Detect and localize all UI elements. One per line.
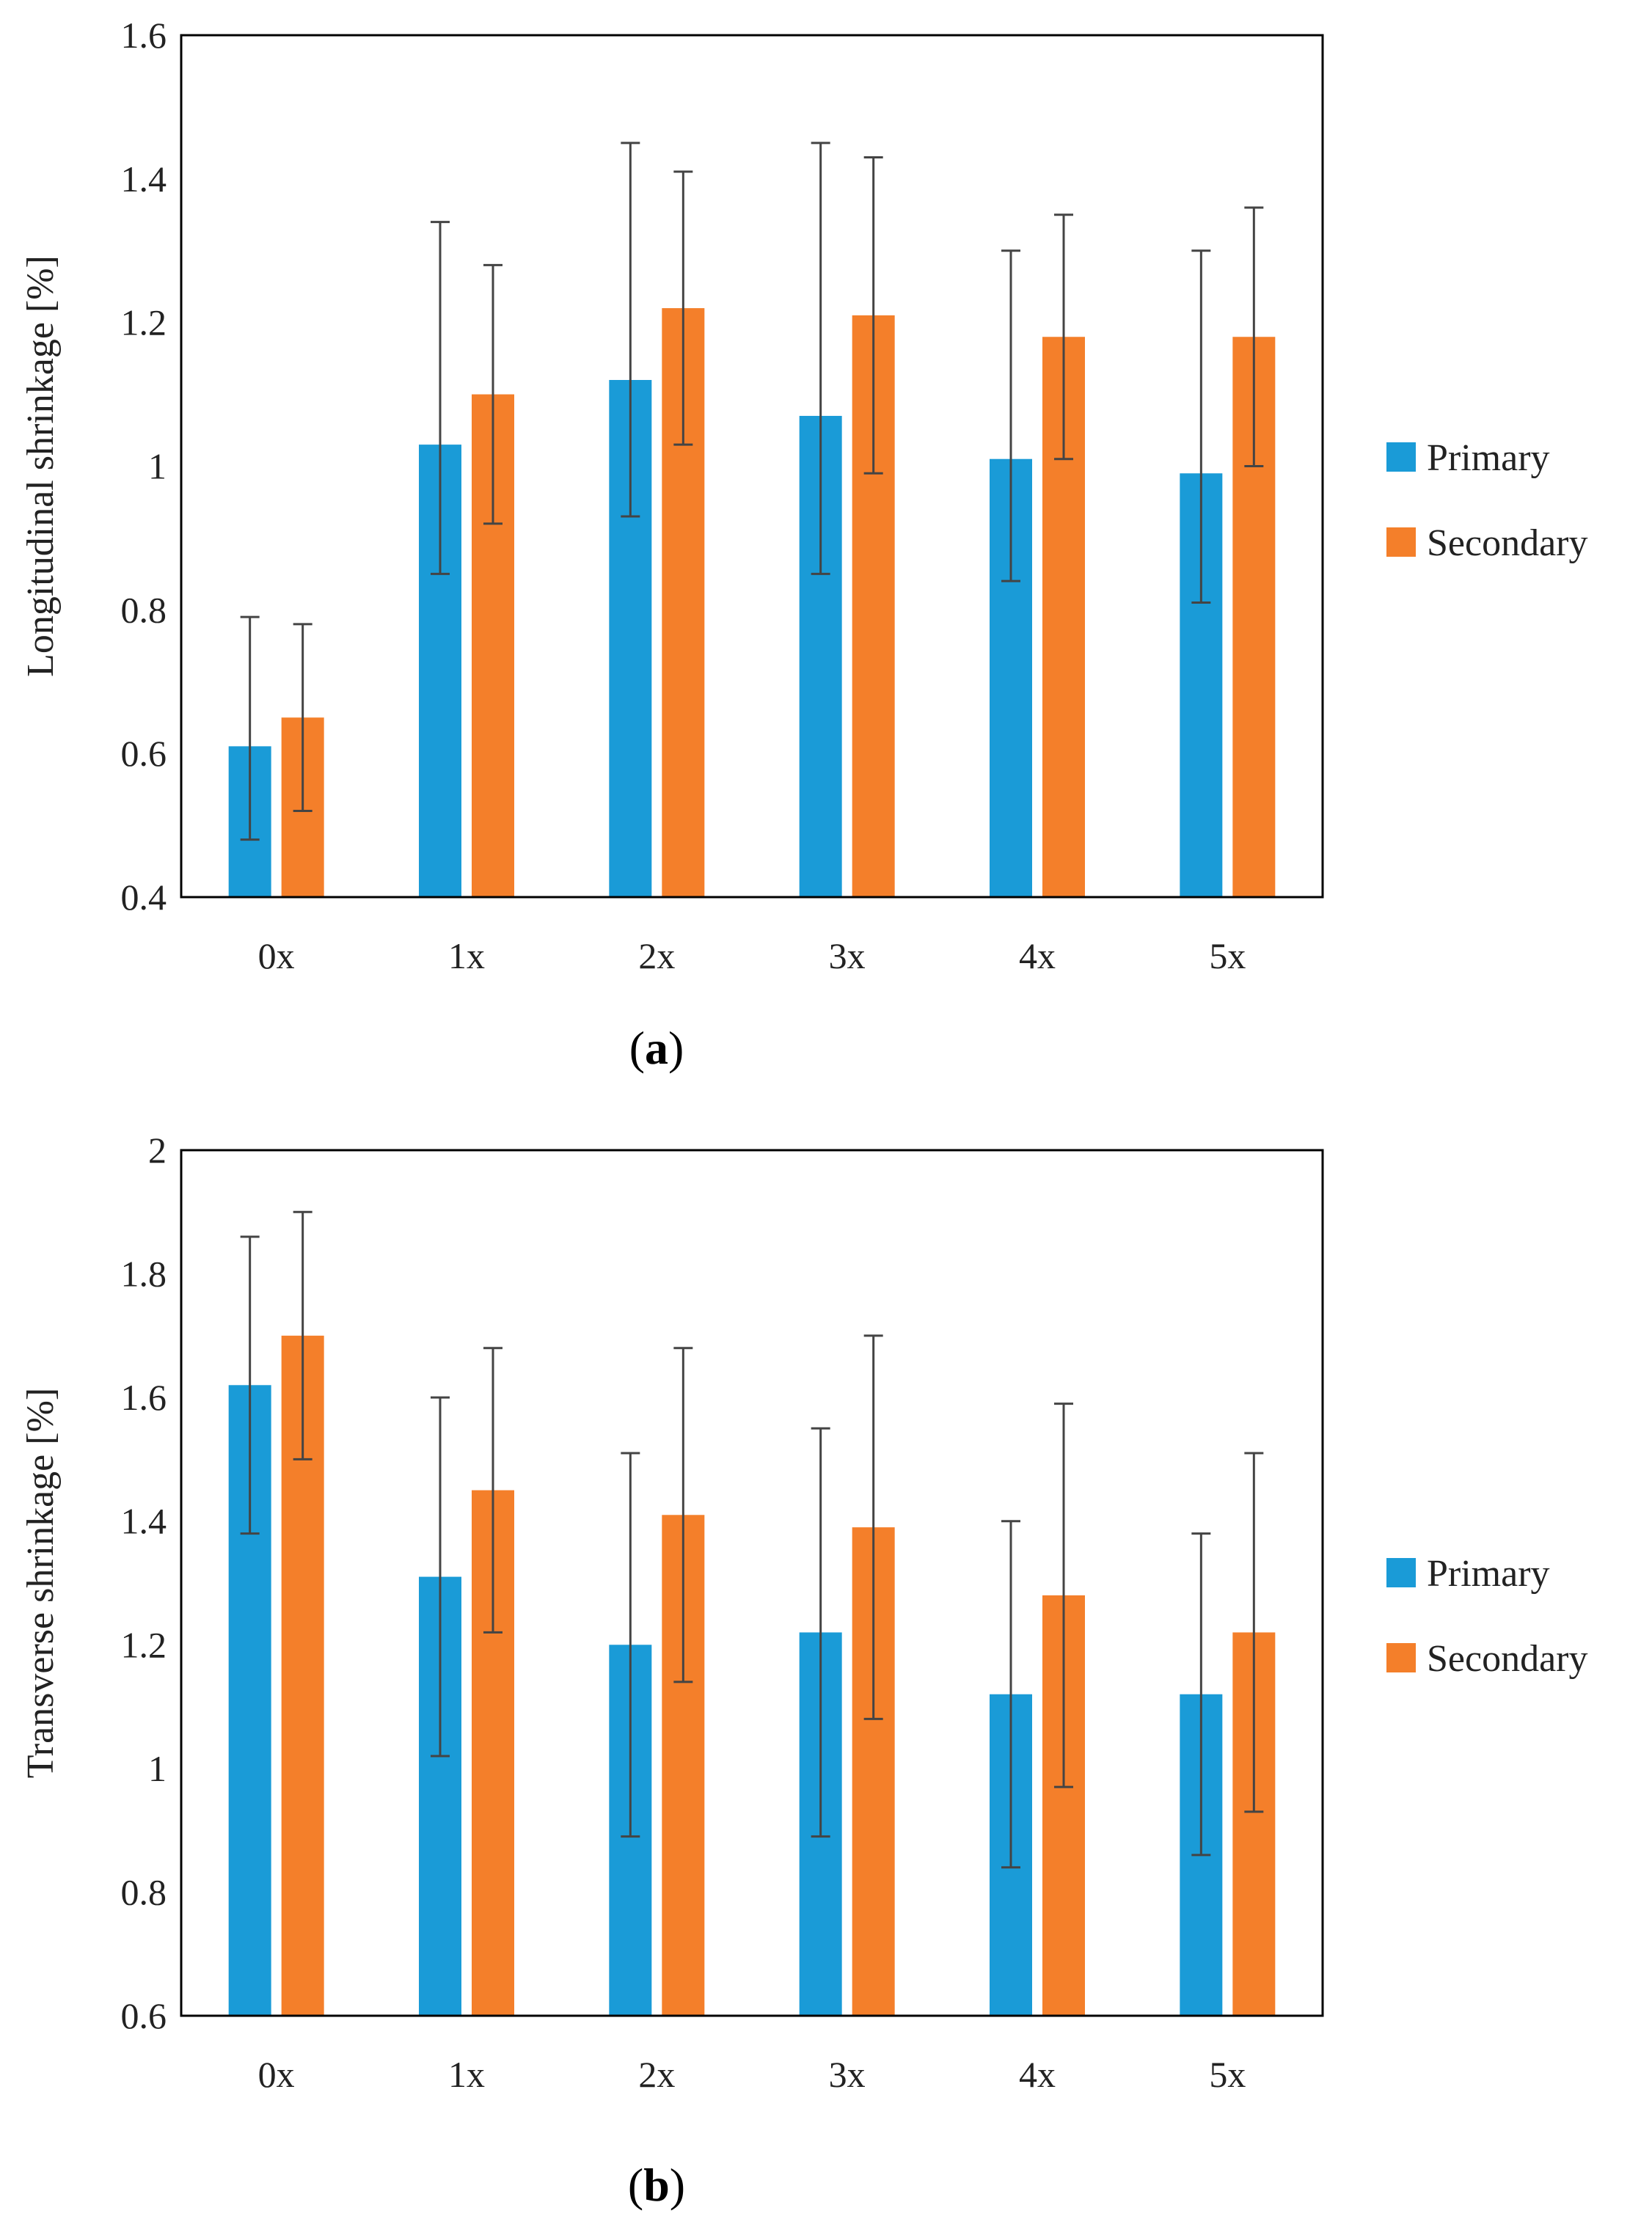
chart-a-ytick-label: 1.2	[121, 302, 167, 343]
chart-b-xtick-label-5x: 5x	[1209, 2054, 1246, 2095]
chart-a-ytick-label: 0.8	[121, 589, 167, 630]
chart-b-xtick-label-1x: 1x	[448, 2054, 485, 2095]
chart-a-legend-swatch-secondary	[1386, 527, 1416, 557]
chart-a-ytick-label: 0.4	[121, 877, 167, 918]
chart-b-legend-swatch-primary	[1386, 1558, 1416, 1587]
chart-b-ytick-label: 1.6	[121, 1377, 167, 1418]
chart-a-xtick-label-2x: 2x	[638, 935, 675, 976]
chart-b-legend-label-primary: Primary	[1427, 1553, 1550, 1595]
chart-a-ytick-label: 1.4	[121, 158, 167, 200]
chart-a-legend-label-primary: Primary	[1427, 437, 1550, 479]
chart-b-legend-label-secondary: Secondary	[1427, 1638, 1587, 1680]
chart-b-ytick-label: 2	[148, 1130, 167, 1171]
chart-a-ytick-label: 1	[148, 446, 167, 487]
chart-a-longitudinal-shrinkage: 0.4 0.6 0.8 1 1.2 1.4 1.6 Longitudinal shrinkag…	[20, 15, 1587, 1074]
chart-a-legend-swatch-primary	[1386, 442, 1416, 472]
chart-b-xtick-label-2x: 2x	[638, 2054, 675, 2095]
chart-b-xtick-label-4x: 4x	[1019, 2054, 1056, 2095]
chart-b-panel-label-letter: b	[643, 2159, 670, 2211]
chart-a-plot-frame	[180, 34, 1324, 899]
chart-a-panel-label-letter: a	[645, 1022, 668, 1074]
chart-a-xtick-label-1x: 1x	[448, 935, 485, 976]
chart-b-panel-label: (b)	[628, 2159, 685, 2211]
chart-a-xtick-label-5x: 5x	[1209, 935, 1246, 976]
chart-b-ytick-label: 1.2	[121, 1624, 167, 1665]
chart-b-xtick-label-3x: 3x	[829, 2054, 866, 2095]
chart-b-panel-label-close-paren: )	[670, 2159, 685, 2211]
chart-b-ytick-label: 1	[148, 1748, 167, 1789]
chart-b-xtick-label-0x: 0x	[258, 2054, 295, 2095]
chart-a-legend-label-secondary: Secondary	[1427, 522, 1587, 564]
chart-b-ytick-label: 1.4	[121, 1501, 167, 1542]
chart-b-plot-frame	[180, 1149, 1324, 2017]
chart-b-panel-label-open-paren: (	[628, 2159, 643, 2211]
chart-b-legend-swatch-secondary	[1386, 1643, 1416, 1672]
chart-a-xtick-label-0x: 0x	[258, 935, 295, 976]
chart-a-panel-label-open-paren: (	[629, 1022, 645, 1074]
chart-a-panel-label: (a)	[629, 1022, 684, 1074]
chart-b-ytick-label: 0.8	[121, 1871, 167, 1912]
chart-a-panel-label-close-paren: )	[668, 1022, 684, 1074]
chart-a-y-axis-title: Longitudinal shrinkage [%]	[20, 255, 62, 677]
chart-a-ytick-label: 1.6	[121, 15, 167, 56]
chart-a-xtick-label-4x: 4x	[1019, 935, 1056, 976]
chart-a-xtick-label-3x: 3x	[829, 935, 866, 976]
chart-b-y-axis-title: Transverse shrinkage [%]	[20, 1388, 62, 1778]
chart-a-ytick-label: 0.6	[121, 733, 167, 774]
chart-b-transverse-shrinkage: 0.6 0.8 1 1.2 1.4 1.6 1.8 2 Transverse shrinkage…	[20, 1130, 1587, 2211]
chart-b-ytick-label: 1.8	[121, 1254, 167, 1295]
chart-b-ytick-label: 0.6	[121, 1995, 167, 2036]
